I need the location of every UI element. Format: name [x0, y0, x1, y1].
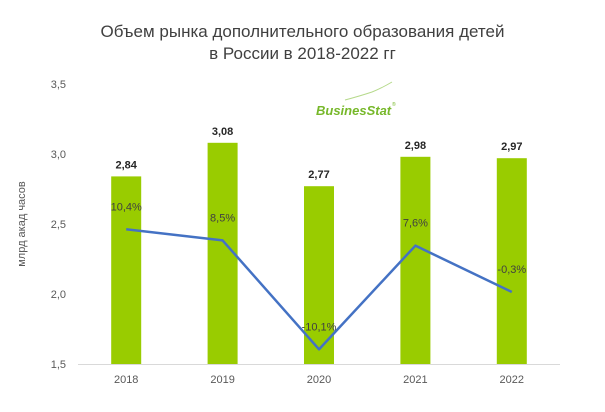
- growth-label: -10,1%: [302, 321, 337, 333]
- bar-2021: [400, 156, 431, 364]
- bar-2022: [496, 158, 527, 364]
- growth-line: [126, 228, 513, 351]
- x-tick-label: 2021: [403, 374, 427, 386]
- x-tick-label: 2019: [210, 374, 234, 386]
- chart-title-line2: в России в 2018-2022 гг: [209, 44, 396, 63]
- y-tick-label: 3,5: [51, 79, 66, 91]
- growth-label: -0,3%: [497, 264, 526, 276]
- svg-text:BusinesStat: BusinesStat: [316, 103, 392, 118]
- growth-label: 10,4%: [111, 201, 142, 213]
- bar-value-label: 2,84: [115, 159, 137, 171]
- bar-value-label: 3,08: [212, 126, 233, 138]
- growth-label: 8,5%: [210, 212, 235, 224]
- growth-label: 7,6%: [403, 218, 428, 230]
- x-tick-label: 2022: [500, 374, 524, 386]
- chart-title-line1: Объем рынка дополнительного образования …: [100, 22, 505, 41]
- x-tick-label: 2020: [307, 374, 331, 386]
- bar-value-label: 2,98: [405, 140, 426, 152]
- y-tick-label: 3,0: [51, 149, 66, 161]
- y-tick-label: 1,5: [51, 359, 66, 371]
- y-axis-label: млрд акад часов: [16, 181, 28, 267]
- bar-value-label: 2,77: [308, 169, 329, 181]
- y-tick-label: 2,5: [51, 219, 66, 231]
- svg-text:®: ®: [392, 101, 396, 108]
- bar-2018: [111, 176, 142, 364]
- bar-value-label: 2,97: [501, 141, 522, 153]
- x-tick-label: 2018: [114, 374, 138, 386]
- y-tick-label: 2,0: [51, 289, 66, 301]
- businesstat-logo: BusinesStat ®: [316, 81, 396, 118]
- bar-2020: [304, 186, 334, 364]
